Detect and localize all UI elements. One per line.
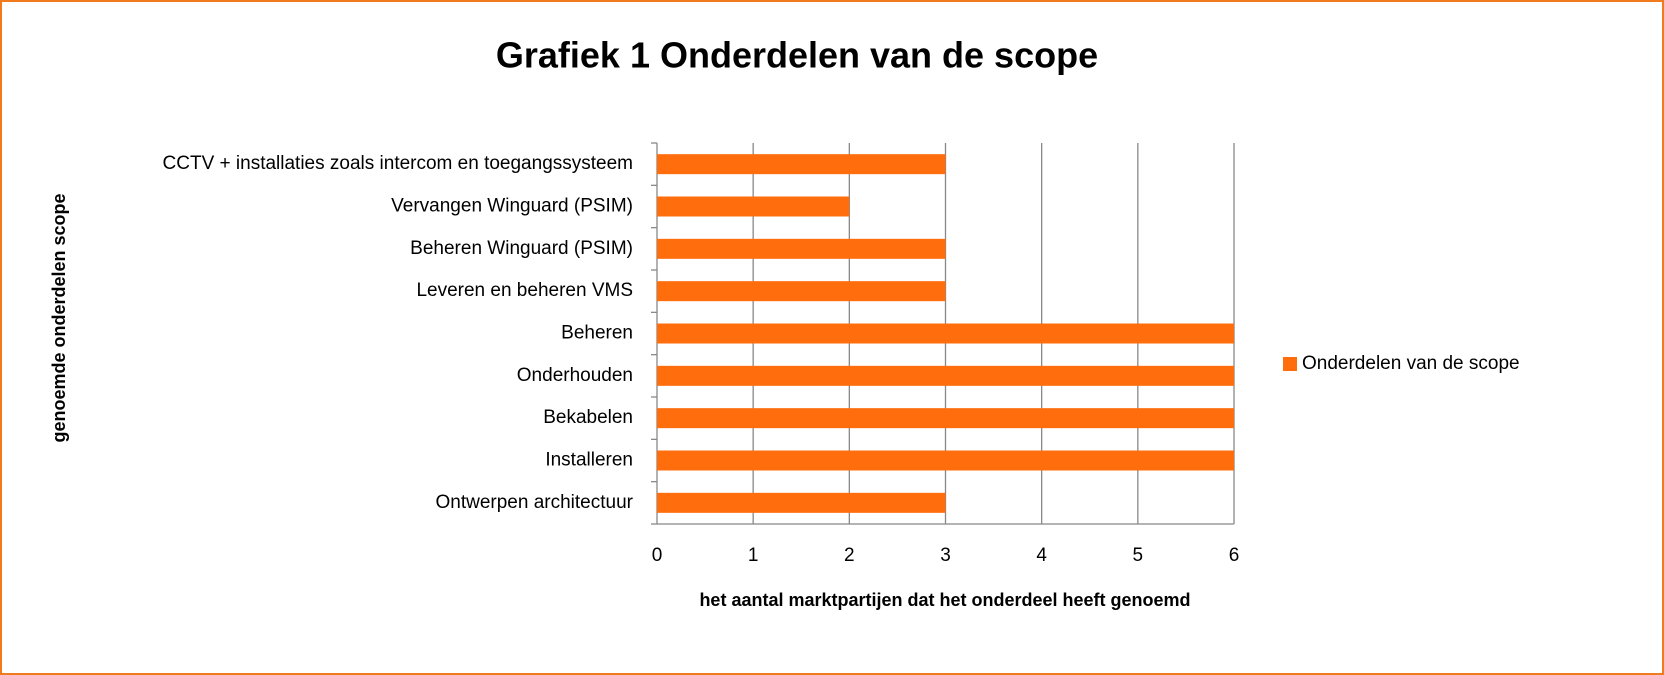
- y-tick-label: Beheren: [561, 323, 633, 344]
- x-tick-label: 0: [652, 545, 663, 566]
- bar: [657, 450, 1234, 471]
- x-tick-label: 2: [844, 545, 855, 566]
- y-tick-label: Onderhouden: [517, 365, 633, 386]
- x-tick-label: 1: [748, 545, 759, 566]
- legend-swatch: [1283, 357, 1297, 371]
- bar: [657, 365, 1234, 386]
- bar: [657, 408, 1234, 429]
- y-axis-title: genoemde onderdelen scope: [49, 193, 69, 442]
- y-tick-label: Beheren Winguard (PSIM): [410, 238, 633, 259]
- bar: [657, 196, 850, 217]
- x-tick-label: 5: [1133, 545, 1144, 566]
- bar: [657, 154, 946, 175]
- y-tick-label: CCTV + installaties zoals intercom en to…: [163, 153, 633, 174]
- chart-title: Grafiek 1 Onderdelen van de scope: [496, 35, 1098, 76]
- y-tick-label: Ontwerpen architectuur: [436, 492, 634, 513]
- bar: [657, 323, 1234, 344]
- y-tick-label: Installeren: [545, 450, 633, 471]
- x-tick-label: 3: [940, 545, 951, 566]
- bar: [657, 238, 946, 259]
- x-tick-label: 4: [1036, 545, 1047, 566]
- x-tick-label: 6: [1229, 545, 1240, 566]
- x-axis-title: het aantal marktpartijen dat het onderde…: [699, 590, 1190, 610]
- y-tick-label: Vervangen Winguard (PSIM): [391, 196, 633, 217]
- y-tick-label: Leveren en beheren VMS: [416, 280, 633, 301]
- y-tick-label: Bekabelen: [543, 407, 633, 428]
- bar: [657, 492, 946, 513]
- bar: [657, 281, 946, 302]
- legend-label: Onderdelen van de scope: [1302, 353, 1520, 374]
